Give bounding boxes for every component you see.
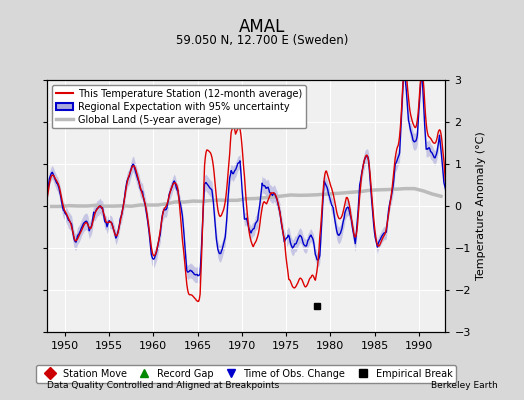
Text: Berkeley Earth: Berkeley Earth (431, 381, 498, 390)
Legend: Station Move, Record Gap, Time of Obs. Change, Empirical Break: Station Move, Record Gap, Time of Obs. C… (36, 365, 456, 382)
Text: 59.050 N, 12.700 E (Sweden): 59.050 N, 12.700 E (Sweden) (176, 34, 348, 47)
Y-axis label: Temperature Anomaly (°C): Temperature Anomaly (°C) (476, 132, 486, 280)
Text: AMAL: AMAL (239, 18, 285, 36)
Text: Data Quality Controlled and Aligned at Breakpoints: Data Quality Controlled and Aligned at B… (47, 381, 279, 390)
